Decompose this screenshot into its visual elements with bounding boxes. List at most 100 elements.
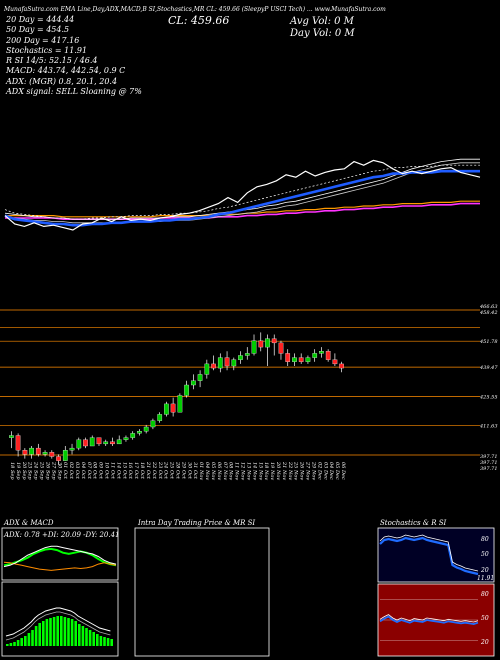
date-label: 14 Nov xyxy=(251,462,257,480)
macd-bar xyxy=(45,619,49,646)
candle-body xyxy=(56,456,61,461)
macd-bar xyxy=(34,626,38,646)
date-label: 24 Oct xyxy=(163,461,169,480)
candle-body xyxy=(177,395,183,413)
date-label: 22 Nov xyxy=(287,461,293,480)
intraday-panel-title: Intra Day Trading Price & MR SI xyxy=(137,519,255,527)
date-label: 10 Oct xyxy=(104,462,110,480)
bollinger-line xyxy=(4,164,480,220)
date-label: 29 Oct xyxy=(180,461,186,480)
date-label: 07 Nov xyxy=(222,462,228,480)
ema50-band-line xyxy=(4,162,480,224)
intraday-panel xyxy=(134,527,270,657)
adx-panel-title: ADX & MACD xyxy=(3,519,54,527)
macd-bar xyxy=(20,638,23,646)
candle-body xyxy=(35,447,41,455)
ema20-label: 20 Day = 444.44 xyxy=(5,15,74,24)
adx-lines xyxy=(3,545,117,571)
price-label: 397.71 xyxy=(480,454,498,460)
candle-body xyxy=(143,426,149,432)
ema50-label: 50 Day = 454.5 xyxy=(6,25,69,34)
date-label: 03 Oct xyxy=(74,462,80,480)
macd-bar xyxy=(13,642,16,646)
candle-body xyxy=(29,447,34,455)
price-label: 425.55 xyxy=(479,394,498,400)
ema200-label: 200 Day = 417.16 xyxy=(5,36,79,45)
date-label: 17 Oct xyxy=(133,462,139,480)
candle-body xyxy=(231,359,237,367)
macd-bar xyxy=(60,616,63,646)
date-label: 30 Oct xyxy=(186,462,192,480)
header-top-line: MunafaSutra.com EMA Line,Day,ADX,MACD,B … xyxy=(3,6,386,13)
date-label: 03 Dec xyxy=(322,462,328,480)
date-label: 25 Oct xyxy=(169,461,175,480)
candle-body xyxy=(103,441,109,445)
rsi-tick-20: 20 xyxy=(480,639,489,646)
rsi-label: R SI 14/5: 52.15 / 46.4 xyxy=(5,56,97,65)
candles xyxy=(9,332,344,465)
macd-signal-line xyxy=(5,611,111,641)
candle-body xyxy=(292,357,297,362)
price-grid xyxy=(0,309,480,456)
date-label: 14 Oct xyxy=(115,462,121,480)
date-label: 19 Sep xyxy=(15,462,21,480)
adx-line xyxy=(3,545,117,568)
macd-bar xyxy=(38,623,41,646)
date-label: 05 Dec xyxy=(334,462,340,480)
candle-body xyxy=(339,363,344,369)
macd-histogram xyxy=(5,607,113,646)
mrsi-line xyxy=(379,614,479,623)
price-label: 411.63 xyxy=(479,424,498,430)
candle-body xyxy=(116,439,122,445)
minus-di-line xyxy=(3,561,117,571)
plus-di-line xyxy=(3,547,117,567)
date-label: 04 Nov xyxy=(204,462,210,480)
avg-vol-label: Avg Vol: 0 M xyxy=(289,16,355,27)
macd-bar xyxy=(88,630,92,646)
macd-bar xyxy=(52,617,56,646)
price-label: 466.63 xyxy=(479,304,498,310)
date-label: 09 Oct xyxy=(98,462,104,480)
candle-body xyxy=(204,363,210,375)
adx-label: ADX: (MGR) 0.8, 20.1, 20.4 xyxy=(5,77,117,86)
price-label: 439.47 xyxy=(479,365,498,371)
date-label: 20 Sep xyxy=(21,461,27,480)
stoch-tick-20: 20 xyxy=(480,567,489,574)
macd-bar xyxy=(81,626,85,646)
candle-body xyxy=(244,353,250,356)
candle-body xyxy=(251,340,257,354)
rsi-line xyxy=(379,615,479,626)
adx-signal-label: ADX signal: SELL Sloaning @ 7% xyxy=(5,87,142,96)
candle-body xyxy=(184,384,189,396)
date-label: 07 Oct xyxy=(86,462,92,480)
candle-body xyxy=(157,414,163,421)
adx-panel xyxy=(1,527,119,581)
macd-bar xyxy=(56,616,59,646)
date-label: 20 Nov xyxy=(275,461,281,480)
date-label: 27 Sep xyxy=(50,461,56,480)
macd-line xyxy=(5,607,111,637)
candle-body xyxy=(164,403,169,415)
date-label: 04 Dec xyxy=(328,462,334,480)
macd-bar xyxy=(74,621,77,646)
candle-body xyxy=(42,452,48,455)
macd-bar xyxy=(9,643,13,646)
candle-body xyxy=(49,452,55,457)
candle-body xyxy=(83,439,88,447)
candle-body xyxy=(123,437,129,440)
candle-body xyxy=(332,359,338,365)
candle-body xyxy=(191,380,196,386)
candle-body xyxy=(110,441,115,445)
date-label: 11 Oct xyxy=(110,462,116,480)
date-label: 06 Dec xyxy=(340,462,346,480)
date-label: 18 Nov xyxy=(263,462,269,480)
ema-lines xyxy=(4,158,481,231)
date-label: 11 Nov xyxy=(234,462,240,480)
candle-body xyxy=(285,353,291,362)
date-label: 02 Oct xyxy=(68,462,74,480)
macd-bar xyxy=(92,632,95,646)
date-label: 15 Oct xyxy=(121,462,127,480)
candle-body xyxy=(197,374,203,381)
candle-body xyxy=(76,439,82,449)
